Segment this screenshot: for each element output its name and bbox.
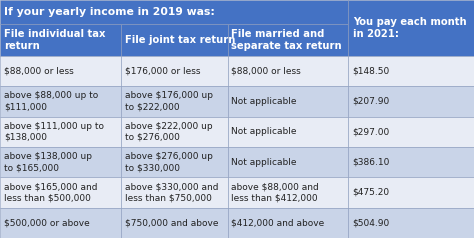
Text: $750,000 and above: $750,000 and above — [125, 218, 218, 227]
Bar — [0, 56, 121, 86]
Bar — [0, 24, 121, 56]
Text: $504.90: $504.90 — [352, 218, 390, 227]
Bar — [348, 0, 474, 56]
Bar — [348, 117, 474, 147]
Text: $207.90: $207.90 — [352, 97, 390, 106]
Text: above $138,000 up
to $165,000: above $138,000 up to $165,000 — [4, 152, 92, 172]
Bar — [348, 56, 474, 86]
Text: above $165,000 and
less than $500,000: above $165,000 and less than $500,000 — [4, 183, 97, 203]
Bar — [348, 177, 474, 208]
Text: Not applicable: Not applicable — [231, 127, 297, 136]
Bar — [228, 56, 348, 86]
Bar — [0, 117, 121, 147]
Bar — [0, 208, 121, 238]
Text: above $222,000 up
to $276,000: above $222,000 up to $276,000 — [125, 122, 212, 142]
Text: $475.20: $475.20 — [352, 188, 389, 197]
Text: $88,000 or less: $88,000 or less — [4, 67, 73, 76]
Text: If your yearly income in 2019 was:: If your yearly income in 2019 was: — [4, 7, 215, 17]
Text: $386.10: $386.10 — [352, 158, 390, 167]
Text: File joint tax return: File joint tax return — [125, 35, 235, 45]
Bar — [228, 86, 348, 117]
Text: File individual tax
return: File individual tax return — [4, 29, 105, 51]
Text: $412,000 and above: $412,000 and above — [231, 218, 325, 227]
Bar — [121, 86, 228, 117]
Text: You pay each month
in 2021:: You pay each month in 2021: — [353, 17, 467, 39]
Text: File married and
separate tax return: File married and separate tax return — [231, 29, 342, 51]
Bar — [121, 208, 228, 238]
Text: $88,000 or less: $88,000 or less — [231, 67, 301, 76]
Bar — [228, 147, 348, 177]
Bar — [0, 177, 121, 208]
Bar — [348, 86, 474, 117]
Text: above $88,000 and
less than $412,000: above $88,000 and less than $412,000 — [231, 183, 319, 203]
Bar — [121, 177, 228, 208]
Bar — [0, 147, 121, 177]
Text: above $276,000 up
to $330,000: above $276,000 up to $330,000 — [125, 152, 212, 172]
Bar — [121, 56, 228, 86]
Text: $297.00: $297.00 — [352, 127, 390, 136]
Bar — [228, 208, 348, 238]
Bar — [348, 147, 474, 177]
Bar — [121, 147, 228, 177]
Text: $500,000 or above: $500,000 or above — [4, 218, 90, 227]
Bar — [228, 117, 348, 147]
Text: $148.50: $148.50 — [352, 67, 390, 76]
Bar — [228, 177, 348, 208]
Text: $176,000 or less: $176,000 or less — [125, 67, 200, 76]
Text: above $330,000 and
less than $750,000: above $330,000 and less than $750,000 — [125, 183, 218, 203]
Bar — [121, 117, 228, 147]
Bar — [0, 86, 121, 117]
Bar — [348, 208, 474, 238]
Text: above $176,000 up
to $222,000: above $176,000 up to $222,000 — [125, 91, 213, 111]
Bar — [0, 0, 348, 24]
Bar — [121, 24, 228, 56]
Text: above $111,000 up to
$138,000: above $111,000 up to $138,000 — [4, 122, 104, 142]
Text: above $88,000 up to
$111,000: above $88,000 up to $111,000 — [4, 91, 98, 111]
Text: Not applicable: Not applicable — [231, 97, 297, 106]
Text: Not applicable: Not applicable — [231, 158, 297, 167]
Bar — [228, 24, 348, 56]
